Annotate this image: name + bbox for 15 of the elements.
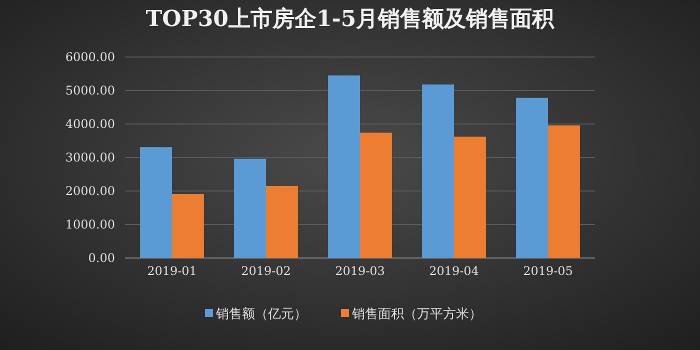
chart-title: TOP30上市房企1-5月销售额及销售面积 — [146, 6, 556, 32]
y-tick-label: 5000.00 — [65, 84, 115, 98]
y-tick-label: 1000.00 — [65, 218, 115, 232]
y-tick-label: 6000.00 — [65, 50, 115, 64]
y-tick-label: 4000.00 — [65, 117, 115, 131]
x-tick-label: 2019-04 — [429, 264, 480, 278]
x-tick-label: 2019-02 — [241, 264, 291, 278]
y-tick-label: 3000.00 — [65, 150, 115, 164]
legend-label: 销售面积（万平方米） — [351, 306, 482, 321]
legend-label: 销售额（亿元） — [215, 306, 307, 321]
x-tick-label: 2019-05 — [523, 264, 573, 278]
x-tick-label: 2019-01 — [147, 264, 197, 278]
y-tick-label: 0.00 — [88, 251, 115, 265]
x-tick-label: 2019-03 — [335, 264, 385, 278]
y-tick-label: 2000.00 — [65, 184, 115, 198]
